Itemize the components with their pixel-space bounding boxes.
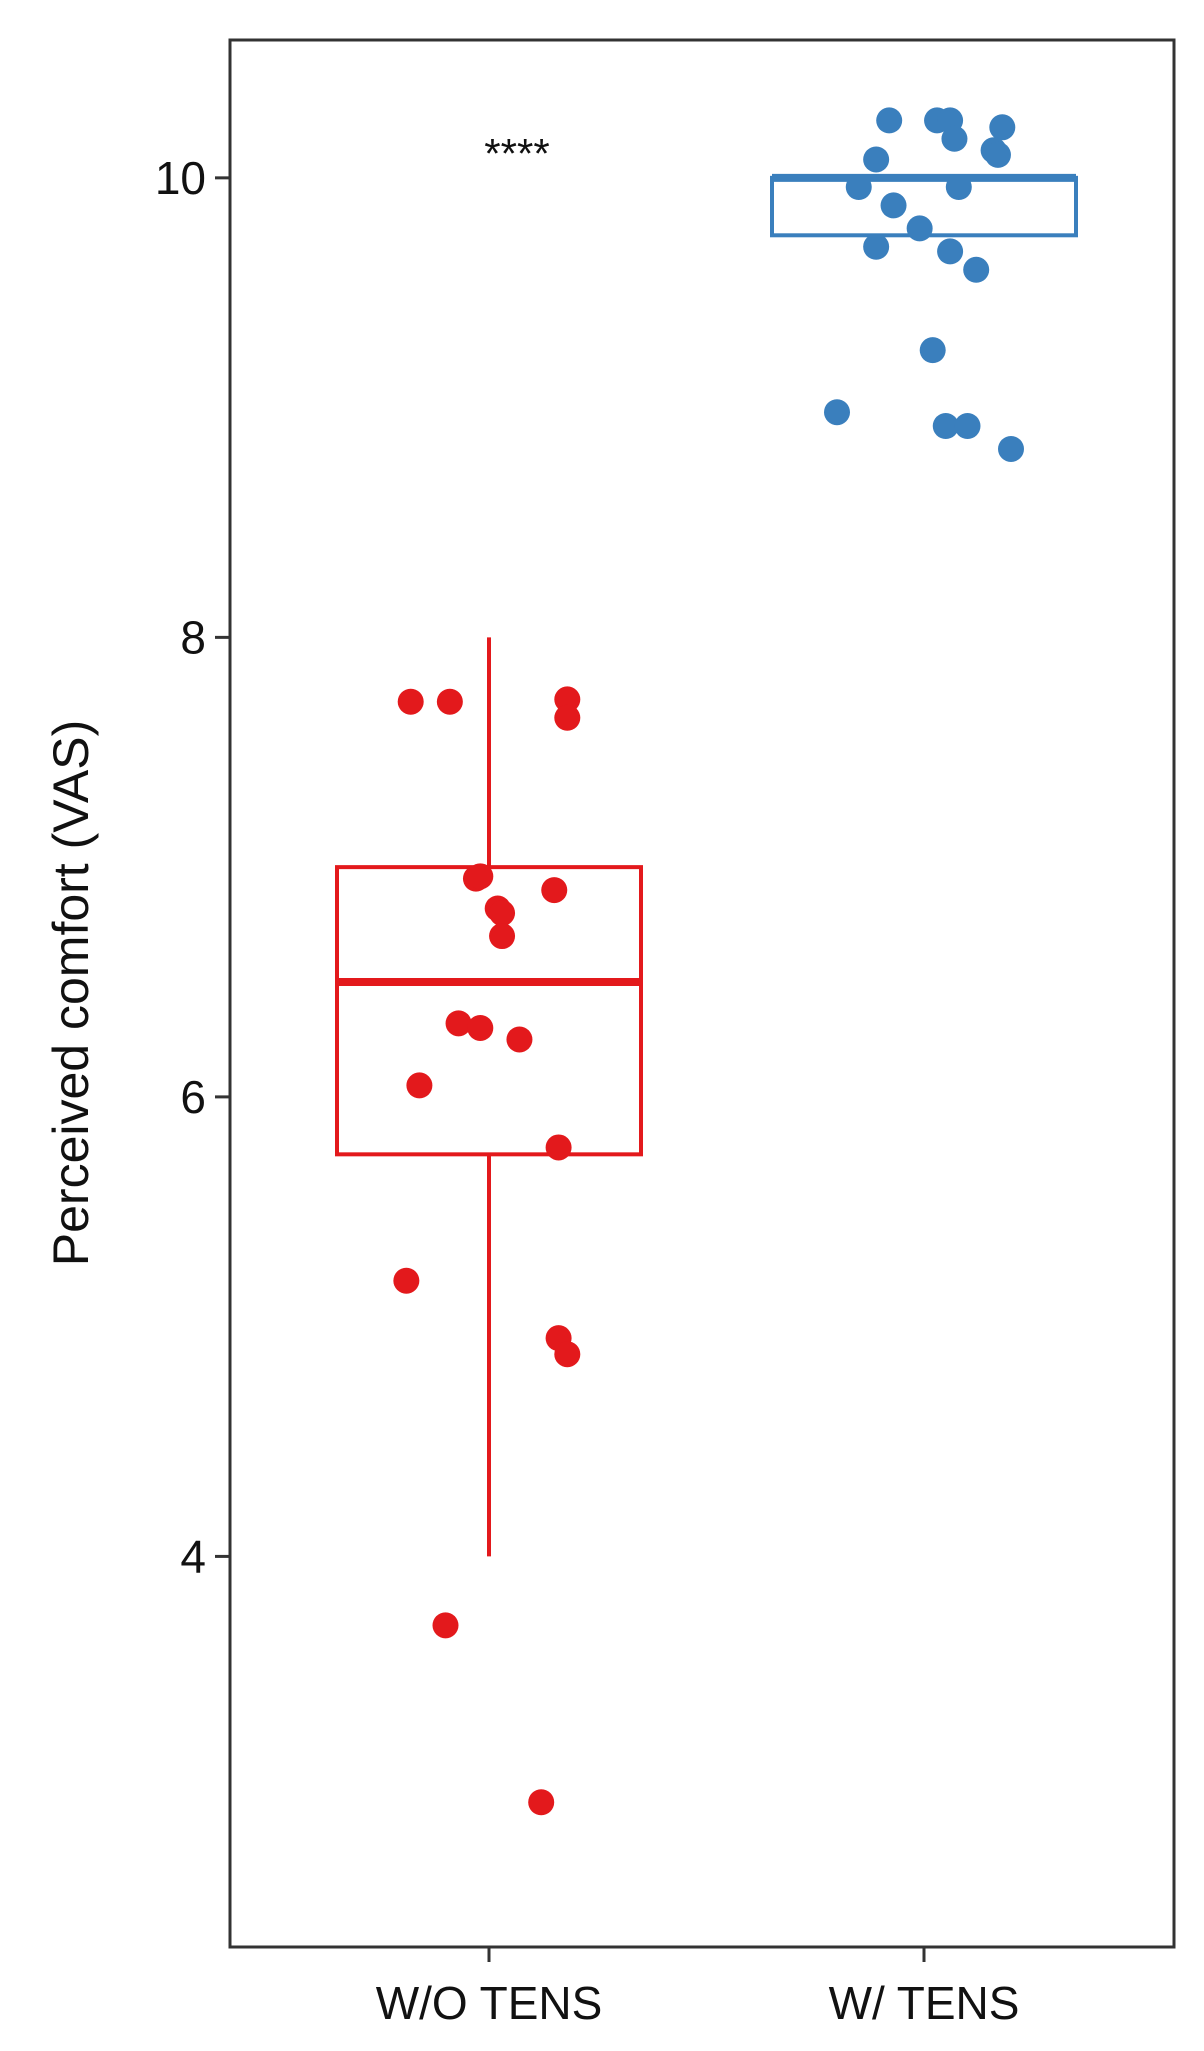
series-2-point-5	[941, 125, 968, 152]
series-1-point-18	[554, 1341, 581, 1368]
plot-panel-border	[228, 38, 1176, 1949]
series-1-point-13	[506, 1026, 533, 1053]
series-1-point-19	[432, 1612, 459, 1639]
series-1-point-16	[393, 1267, 420, 1294]
series-1-point-12	[467, 1014, 494, 1041]
series-2-point-9	[845, 174, 872, 201]
series-2-point-11	[880, 192, 907, 219]
y-tick-label-3: 8	[180, 611, 206, 663]
series-2-point-1	[876, 107, 903, 134]
series-1-point-2	[436, 688, 463, 715]
x-tick-label-1: W/O TENS	[376, 1977, 603, 2029]
y-tick-label-1: 4	[180, 1530, 206, 1582]
series-2-point-20	[998, 435, 1024, 462]
series-1-point-7	[541, 877, 568, 904]
series-2-point-16	[919, 337, 946, 364]
points-layer	[393, 107, 1024, 1816]
series-2-point-19	[954, 412, 981, 439]
series-2-point-17	[824, 399, 850, 426]
series-1-point-14	[406, 1072, 433, 1099]
x-tick-label-2: W/ TENS	[829, 1977, 1020, 2029]
series-2-point-18	[932, 412, 959, 439]
series-1-point-6	[467, 863, 494, 890]
series-2-point-8	[863, 146, 890, 173]
y-tick-label-4: 10	[155, 152, 206, 204]
series-2-point-12	[906, 215, 933, 242]
series-2-point-4	[989, 114, 1016, 141]
series-1-point-4	[554, 704, 581, 731]
y-tick-label-2: 6	[180, 1071, 206, 1123]
series-1-point-20	[528, 1789, 555, 1816]
series-1-point-1	[397, 688, 424, 715]
y-axis-title: Perceived comfort (VAS)	[43, 720, 99, 1266]
series-1-point-9	[489, 900, 516, 927]
series-2-point-14	[937, 238, 964, 265]
series-1-point-10	[489, 923, 516, 950]
axes-layer: W/O TENS W/ TENS 4 6 8 10	[155, 152, 1020, 2029]
series-1-point-15	[545, 1134, 572, 1161]
series-2-point-10	[945, 174, 972, 201]
boxes-layer	[335, 173, 1078, 1557]
series-1-point-3	[554, 686, 581, 713]
series-2-point-15	[963, 256, 990, 283]
significance-label: ****	[484, 130, 549, 177]
series-2-point-7	[984, 141, 1011, 168]
series-1-point-11	[445, 1010, 472, 1037]
series-2-point-13	[863, 233, 890, 260]
